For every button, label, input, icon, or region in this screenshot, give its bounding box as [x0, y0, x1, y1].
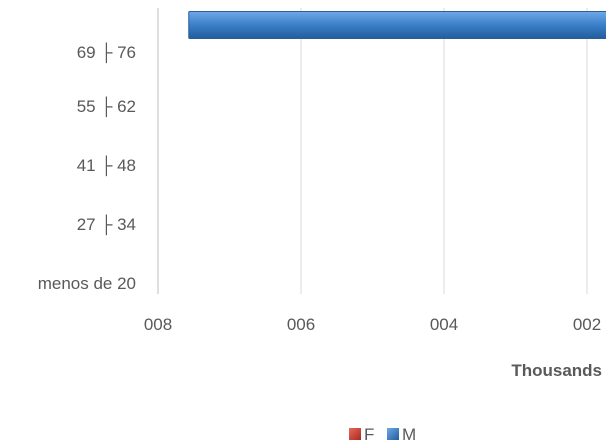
- legend-label-m: M: [402, 425, 416, 444]
- y-tick-label: menos de 20: [38, 274, 136, 293]
- legend-swatch-m: [387, 428, 399, 440]
- y-axis-tick-labels: menos de 20 27 ├ 34 41 ├ 48 55 ├ 62 69 ├ 76: [38, 42, 136, 293]
- legend-label-f: F: [364, 425, 374, 444]
- x-tick-label: 008: [144, 315, 172, 334]
- x-axis-tick-labels: 008 006 004 002: [144, 315, 601, 334]
- y-tick-label: 27 ├ 34: [77, 214, 136, 236]
- y-tick-label: 41 ├ 48: [77, 155, 136, 177]
- y-tick-label: 55 ├ 62: [77, 96, 136, 118]
- x-axis-unit-label: Thousands: [511, 361, 602, 380]
- bar-m: [188, 11, 606, 39]
- y-tick-label: 69 ├ 76: [77, 42, 136, 64]
- x-tick-label: 004: [430, 315, 458, 334]
- x-tick-label: 006: [287, 315, 315, 334]
- x-tick-label: 002: [573, 315, 601, 334]
- bars: [188, 11, 606, 39]
- gridlines: [157, 8, 588, 294]
- legend-swatch-f: [349, 428, 361, 440]
